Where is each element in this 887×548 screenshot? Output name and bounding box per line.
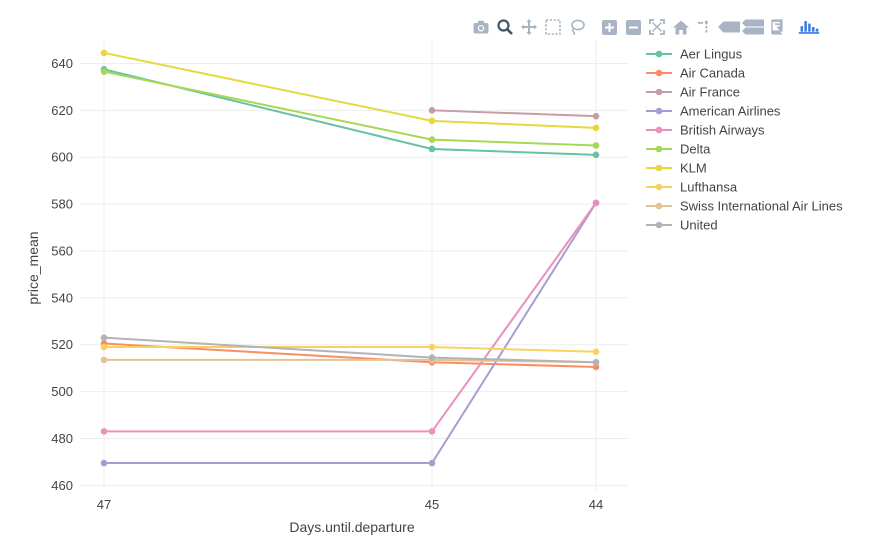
- legend-marker: [655, 107, 663, 115]
- data-point-swiss-international-air-lines[interactable]: [100, 356, 108, 364]
- data-point-british-airways[interactable]: [592, 199, 600, 207]
- data-point-air-france[interactable]: [428, 107, 436, 114]
- hover-closest-icon[interactable]: [718, 15, 740, 39]
- legend-label: Air Canada: [680, 66, 746, 81]
- legend-item-air-canada[interactable]: Air Canada: [646, 66, 746, 81]
- data-point-klm[interactable]: [100, 49, 108, 57]
- legend-marker: [655, 164, 663, 172]
- autoscale-icon[interactable]: [646, 15, 668, 39]
- reset-axes-icon[interactable]: [670, 15, 692, 39]
- legend-marker: [655, 69, 663, 77]
- series-markers: [100, 49, 600, 467]
- legend-item-aer-lingus[interactable]: Aer Lingus: [646, 47, 743, 62]
- legend-marker: [655, 88, 663, 96]
- legend-item-klm[interactable]: KLM: [646, 161, 707, 176]
- legend-label: Aer Lingus: [680, 47, 743, 62]
- series-line-delta: [103, 70, 597, 147]
- series-line-air-france: [431, 109, 597, 118]
- legend-label: Delta: [680, 142, 711, 157]
- legend-marker: [655, 221, 663, 229]
- edit-chart-icon[interactable]: [766, 15, 788, 39]
- data-point-united[interactable]: [100, 334, 108, 341]
- data-point-klm[interactable]: [428, 117, 436, 125]
- data-point-lufthansa[interactable]: [592, 348, 600, 356]
- data-point-lufthansa[interactable]: [428, 343, 436, 351]
- x-tick-label: 47: [97, 497, 111, 512]
- series-line-klm: [103, 51, 597, 129]
- y-tick-label: 460: [51, 478, 73, 493]
- pan-icon[interactable]: [518, 15, 540, 39]
- legend-label: American Airlines: [680, 104, 781, 119]
- legend-marker: [655, 183, 663, 191]
- data-point-delta[interactable]: [592, 142, 600, 149]
- legend-item-american-airlines[interactable]: American Airlines: [646, 104, 781, 119]
- legend-marker: [655, 50, 663, 58]
- data-point-lufthansa[interactable]: [100, 343, 108, 351]
- series-line-lufthansa: [104, 346, 597, 353]
- y-axis-ticks: 460 480 500 520 540 560 580 600 620 640: [51, 56, 73, 493]
- y-tick-label: 580: [51, 197, 73, 212]
- x-tick-label: 45: [425, 497, 439, 512]
- legend-label: KLM: [680, 161, 707, 176]
- legend: Aer Lingus Air Canada Air France American A…: [646, 47, 843, 233]
- series-line-american-airlines: [104, 202, 597, 465]
- legend-label: Lufthansa: [680, 180, 738, 195]
- x-axis-ticks: 47 45 44: [97, 497, 603, 512]
- series-lines: [103, 51, 597, 465]
- legend-marker: [655, 126, 663, 134]
- series-line-british-airways: [104, 202, 597, 433]
- data-point-aer-lingus[interactable]: [428, 145, 436, 153]
- x-axis-title: Days.until.departure: [289, 519, 415, 535]
- modebar: [470, 14, 822, 40]
- zoom-out-icon[interactable]: [622, 15, 644, 39]
- spike-lines-icon[interactable]: [694, 15, 716, 39]
- legend-item-air-france[interactable]: Air France: [646, 85, 740, 100]
- y-tick-label: 540: [51, 290, 73, 305]
- zoom-in-icon[interactable]: [598, 15, 620, 39]
- zoom-icon[interactable]: [494, 15, 516, 39]
- hover-compare-icon[interactable]: [742, 15, 764, 39]
- data-point-united[interactable]: [592, 358, 600, 366]
- data-point-delta[interactable]: [428, 136, 436, 143]
- legend-label: Air France: [680, 85, 740, 100]
- data-point-air-canada[interactable]: [592, 363, 600, 371]
- legend-label: United: [680, 218, 718, 233]
- lasso-select-icon[interactable]: [566, 15, 588, 39]
- data-point-aer-lingus[interactable]: [592, 151, 600, 159]
- legend-item-british-airways[interactable]: British Airways: [646, 123, 765, 138]
- data-point-air-france[interactable]: [592, 112, 600, 120]
- legend-label: Swiss International Air Lines: [680, 199, 843, 214]
- data-point-american-airlines[interactable]: [100, 459, 108, 467]
- data-point-klm[interactable]: [592, 124, 600, 132]
- data-point-delta[interactable]: [100, 68, 108, 75]
- y-tick-label: 480: [51, 431, 73, 446]
- y-tick-label: 620: [51, 103, 73, 118]
- data-point-united[interactable]: [428, 354, 436, 361]
- legend-marker: [655, 202, 663, 210]
- data-point-american-airlines[interactable]: [428, 459, 436, 467]
- legend-item-united[interactable]: United: [646, 218, 718, 233]
- x-tick-label: 44: [589, 497, 603, 512]
- grid-lines: [80, 40, 628, 490]
- legend-item-delta[interactable]: Delta: [646, 142, 711, 157]
- y-tick-label: 600: [51, 150, 73, 165]
- data-point-british-airways[interactable]: [100, 428, 108, 435]
- legend-marker: [655, 145, 663, 153]
- y-tick-label: 640: [51, 56, 73, 71]
- y-axis-title: price_mean: [25, 231, 41, 304]
- plotly-logo-icon[interactable]: [798, 15, 820, 39]
- box-select-icon[interactable]: [542, 15, 564, 39]
- legend-label: British Airways: [680, 123, 765, 138]
- data-point-british-airways[interactable]: [428, 428, 436, 435]
- y-tick-label: 560: [51, 243, 73, 258]
- legend-item-lufthansa[interactable]: Lufthansa: [646, 180, 738, 195]
- y-tick-label: 520: [51, 337, 73, 352]
- y-tick-label: 500: [51, 384, 73, 399]
- camera-icon[interactable]: [470, 15, 492, 39]
- legend-item-swiss-international-air-lines[interactable]: Swiss International Air Lines: [646, 199, 843, 214]
